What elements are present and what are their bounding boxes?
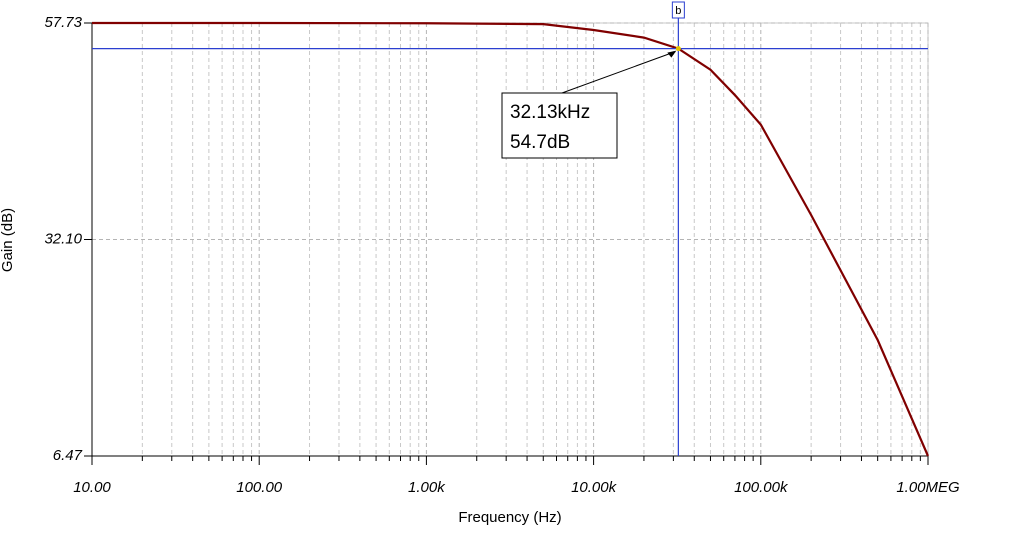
annotation-arrow [561,51,676,94]
annotation-text: 32.13kHz [510,102,590,123]
cursor-point [675,46,681,52]
x-axis-title: Frequency (Hz) [458,509,561,526]
annotation-text: 54.7dB [510,132,570,153]
x-tick-label: 100.00k [734,479,789,496]
cursor-name: b [675,5,681,17]
x-tick-label: 10.00 [73,479,111,496]
annotation-box [501,92,618,159]
x-tick-label: 1.00MEG [896,479,960,496]
y-tick-label: 57.73 [44,14,82,31]
y-tick-label: 6.47 [53,447,83,464]
x-tick-label: 1.00k [408,479,446,496]
x-tick-label: 10.00k [571,479,618,496]
arrow-head [667,50,677,58]
y-axis-title: Gain (dB) [0,208,16,272]
y-tick-label: 32.10 [44,230,82,247]
cursor-flag [671,1,685,19]
x-tick-label: 100.00 [236,479,283,496]
